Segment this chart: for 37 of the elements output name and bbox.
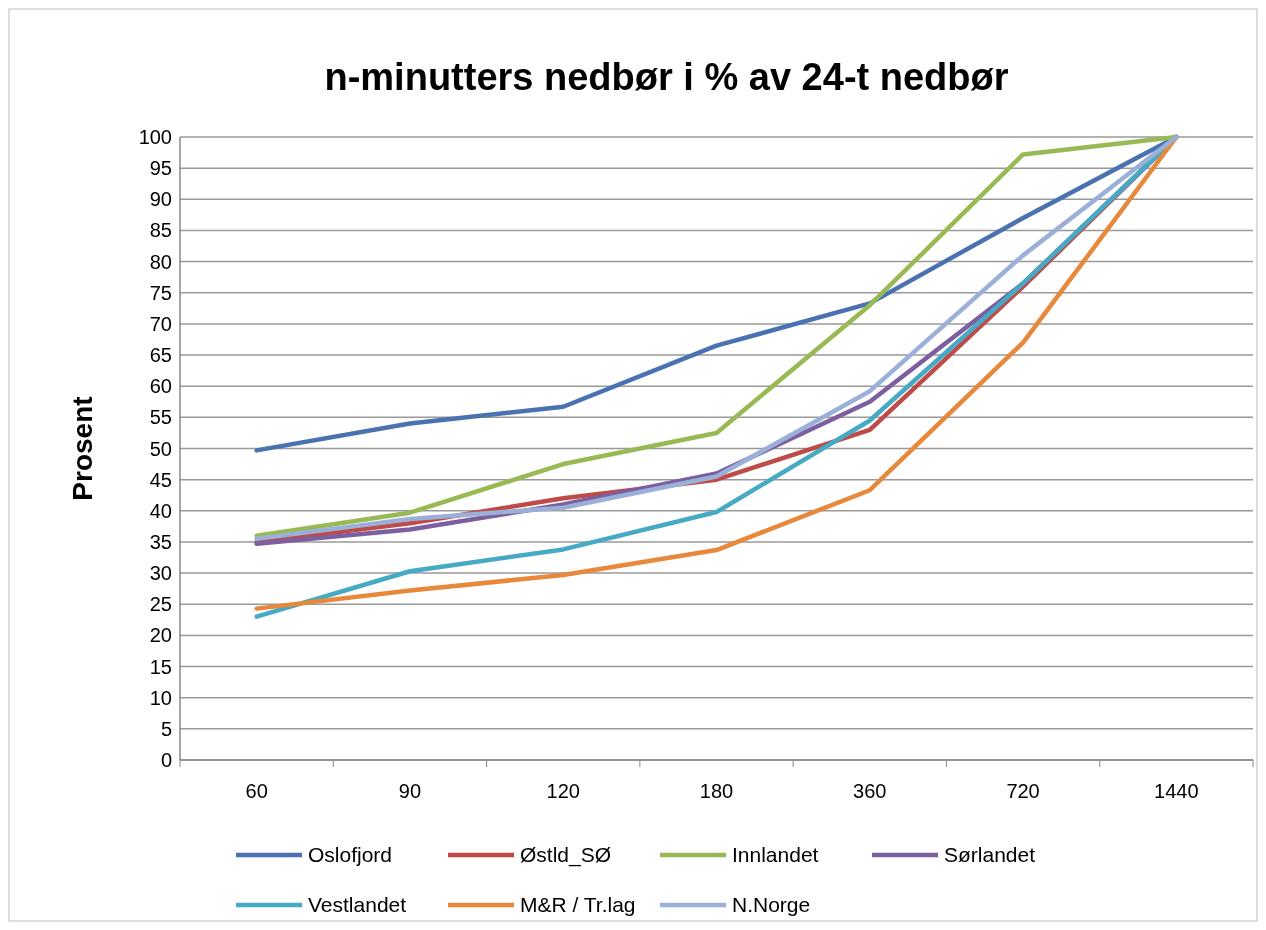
legend-label: M&R / Tr.lag	[520, 893, 636, 917]
y-tick-label: 70	[149, 312, 172, 335]
legend-label: Sørlandet	[944, 843, 1036, 867]
x-tick-label: 720	[1006, 780, 1040, 802]
legend-label: Østld_SØ	[520, 843, 612, 868]
y-tick-label: 85	[149, 219, 172, 242]
y-tick-label: 95	[149, 157, 172, 180]
y-tick-label: 25	[149, 593, 172, 616]
x-tick-label: 1440	[1154, 780, 1199, 802]
y-tick-label: 90	[149, 188, 172, 211]
y-tick-label: 75	[149, 281, 172, 304]
x-tick-label: 90	[398, 780, 422, 802]
legend-label: Oslofjord	[308, 843, 393, 867]
y-tick-label: 35	[149, 530, 172, 553]
y-tick-label: 10	[149, 686, 172, 709]
y-axis-title: Prosent	[67, 396, 98, 501]
y-tick-label: 5	[160, 717, 172, 740]
chart-title: n-minutters nedbør i % av 24-t nedbør	[324, 56, 1009, 98]
y-tick-label: 100	[138, 126, 172, 148]
y-tick-label: 50	[149, 437, 172, 460]
x-tick-label: 60	[245, 780, 268, 802]
y-tick-label: 55	[149, 406, 172, 429]
y-tick-label: 65	[149, 344, 172, 367]
legend-label: Vestlandet	[308, 893, 407, 917]
x-tick-label: 180	[699, 780, 734, 802]
legend-label: Innlandet	[732, 843, 819, 867]
legend-label: N.Norge	[732, 893, 811, 917]
x-tick-label: 360	[853, 780, 887, 802]
y-tick-label: 40	[149, 499, 172, 522]
y-tick-label: 30	[149, 562, 172, 585]
x-tick-label: 120	[546, 780, 580, 802]
y-tick-label: 80	[149, 250, 172, 273]
y-tick-label: 45	[149, 468, 172, 491]
y-tick-label: 20	[149, 624, 172, 647]
y-tick-label: 60	[149, 375, 172, 398]
y-tick-label: 15	[149, 655, 172, 678]
y-tick-label: 0	[160, 749, 172, 771]
